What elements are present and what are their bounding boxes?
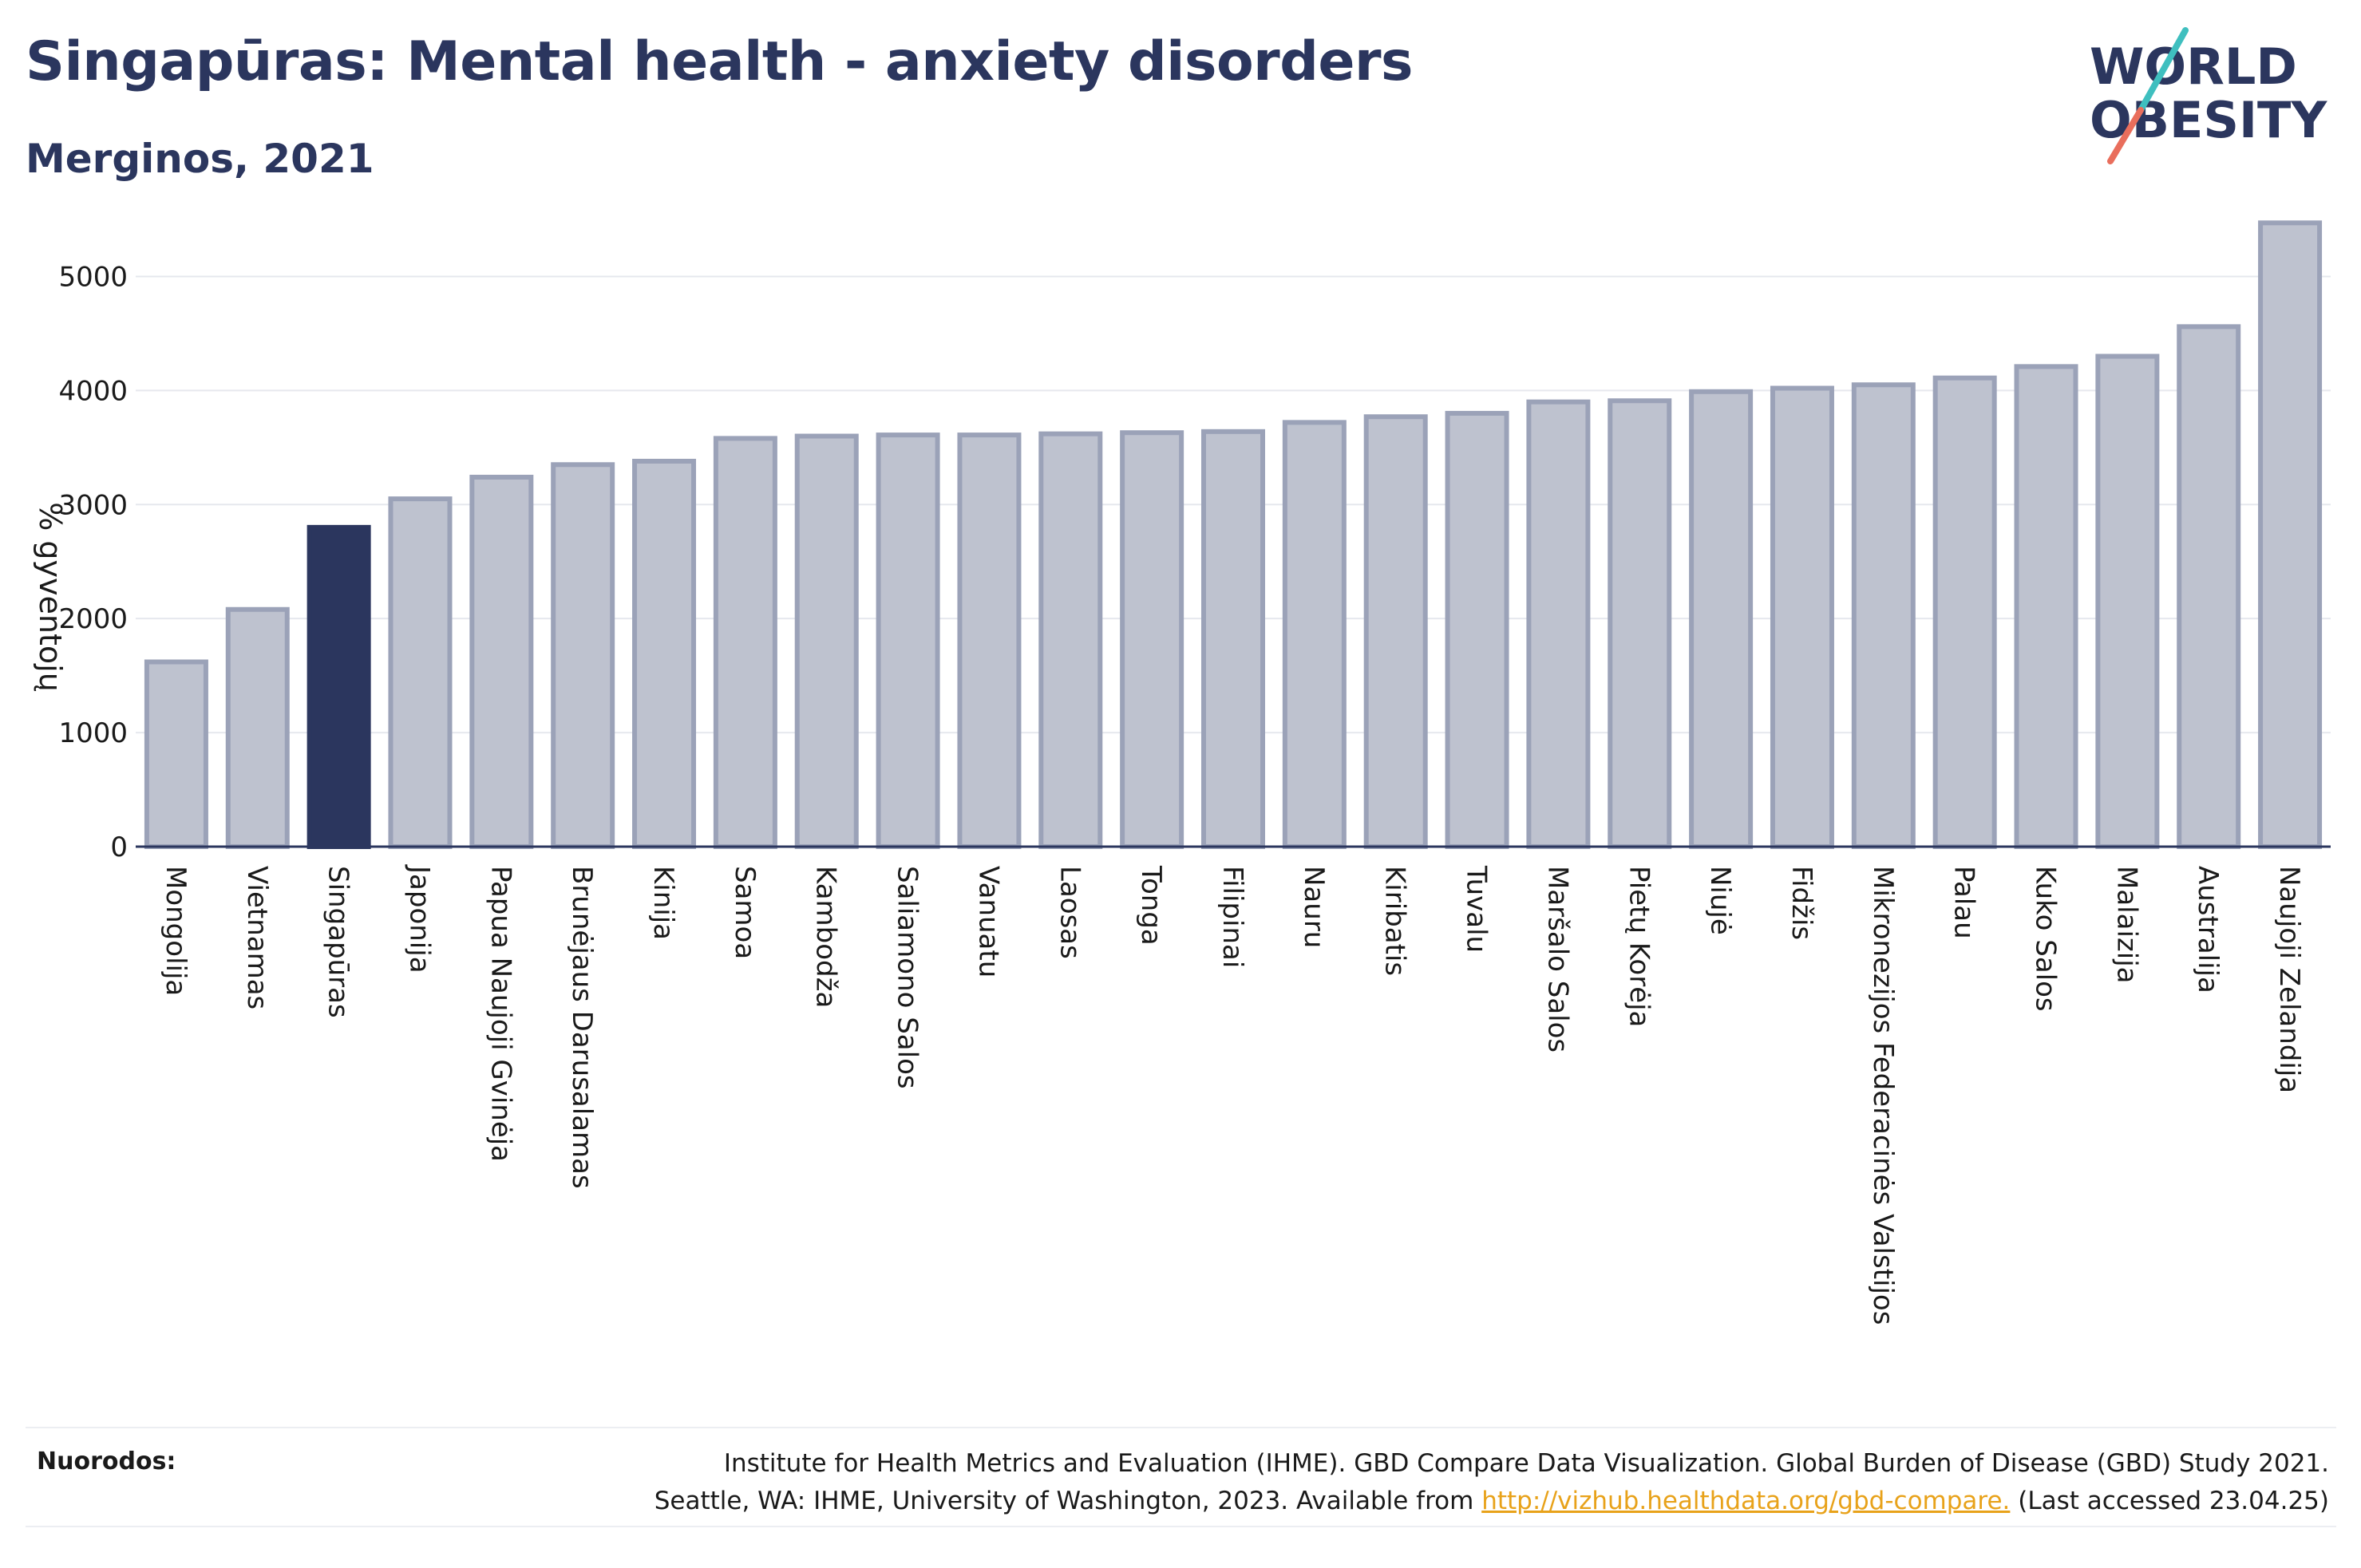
x-tick-label: Saliamono Salos [892,866,923,1089]
bar [1932,375,1997,850]
bar [306,524,371,849]
x-tick-label: Mikronezijos Federacinės Valstijos [1867,866,1899,1325]
bar-chart: 0 1000 2000 3000 4000 5000 % gyventojų Mongolij… [33,220,2331,1325]
bar [469,474,534,849]
references-line-2-end: (Last accessed 23.04.25) [2010,1487,2329,1515]
y-axis-title: % gyventojų [33,502,68,692]
bar [2177,324,2241,849]
bar [713,436,777,849]
x-tick-label: Papua Naujoji Gvinėja [484,866,516,1162]
x-tick-label: Tuvalu [1461,865,1493,953]
bar [1201,429,1265,849]
bar [388,496,453,849]
bar [957,432,1022,849]
y-tick-label: 2000 [58,603,128,635]
x-tick-label: Kambodža [810,866,842,1008]
x-tick-label: Naujoji Zelandija [2273,866,2305,1093]
x-tick-label: Pietų Korėja [1623,866,1655,1027]
x-tick-label: Mongolija [160,866,192,996]
x-tick-label: Vanuatu [972,866,1004,978]
x-tick-label: Brunėjaus Darusalamas [566,866,598,1189]
bar [1363,414,1428,849]
bar [225,606,290,849]
logo-line1: WORLD [2090,38,2297,96]
references-text: Institute for Health Metrics and Evaluat… [413,1445,2329,1520]
x-tick-label: Singapūras [322,866,354,1018]
x-tick-label: Niujė [1704,866,1736,935]
chart-subtitle: Merginos, 2021 [26,136,374,182]
bar [2095,353,2160,849]
x-tick-label: Tonga [1135,865,1167,946]
y-tick-label: 0 [110,831,128,863]
y-tick-label: 3000 [58,489,128,521]
y-tick-label: 5000 [58,261,128,293]
bar [1038,431,1103,849]
x-tick-label: Fidžis [1786,866,1817,940]
logo-line2: OBESITY [2090,91,2327,149]
x-tick-label: Maršalo Salos [1541,866,1573,1053]
bar [1608,398,1672,849]
x-tick-label: Filipinai [1216,866,1248,968]
chart-title: Singapūras: Mental health - anxiety diso… [26,30,1414,93]
bar [2014,364,2078,849]
footer-divider-bottom [26,1526,2336,1527]
y-tick-label: 4000 [58,375,128,407]
references-label: Nuorodos: [37,1448,176,1475]
bar [794,433,859,849]
y-tick-label: 1000 [58,717,128,749]
x-tick-label: Kinija [647,866,679,940]
bar [632,458,697,849]
references-line-1: Institute for Health Metrics and Evaluat… [723,1449,2329,1478]
bar [1689,389,1754,849]
x-tick-label: Malaizija [2110,866,2142,983]
x-tick-label: Kiribatis [1379,866,1411,976]
references-link[interactable]: http://vizhub.healthdata.org/gbd-compare… [1481,1487,2011,1515]
x-tick-label: Australija [2192,866,2224,993]
references-line-2-start: Seattle, WA: IHME, University of Washing… [654,1487,1482,1515]
bar [1526,399,1591,849]
x-tick-label: Kuko Salos [2030,866,2062,1012]
bar [1851,382,1916,849]
logo-slash-coral [2107,107,2144,164]
logo-slash-teal [2138,27,2189,113]
footer-divider-top [26,1427,2336,1428]
bar [2258,220,2323,849]
bar [551,462,615,849]
x-tick-label: Palau [1948,866,1980,939]
bar [1770,385,1834,850]
x-tick-label: Japonija [403,864,435,974]
x-tick-label: Nauru [1298,866,1330,948]
bar [144,659,208,849]
world-obesity-logo: WORLD OBESITY [2090,27,2327,164]
bar [1445,410,1509,849]
bar [1120,430,1184,849]
x-tick-label: Laosas [1054,866,1086,959]
references-line-2: Seattle, WA: IHME, University of Washing… [413,1483,2329,1520]
x-tick-label: Vietnamas [241,866,273,1009]
x-tick-label: Samoa [729,866,761,959]
bar [1282,420,1347,849]
bar [876,432,940,849]
